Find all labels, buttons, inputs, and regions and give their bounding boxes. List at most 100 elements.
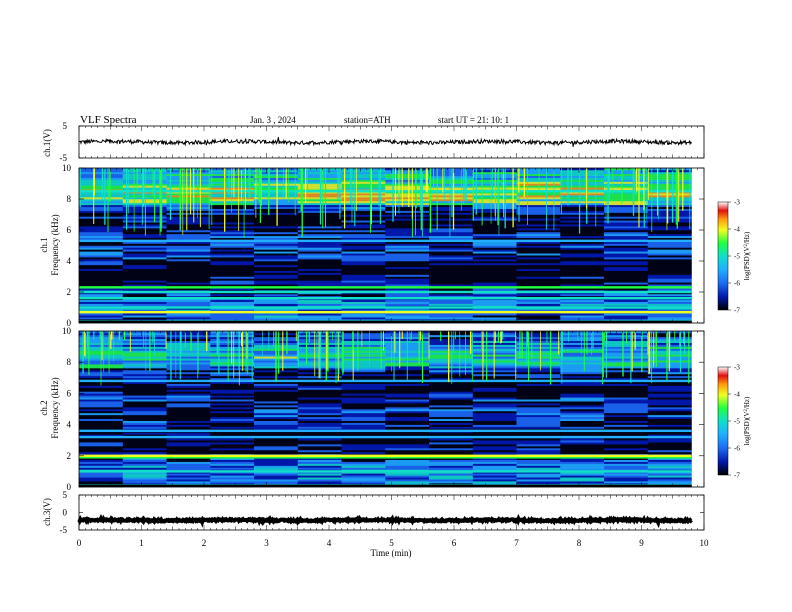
spec2-band: [79, 456, 692, 459]
spec2-cell: [210, 473, 255, 476]
spec1-cell: [122, 288, 167, 291]
spec1-cell: [297, 228, 342, 231]
spec2-cell: [516, 397, 561, 400]
spec1-cell: [254, 231, 299, 235]
spec1-cell: [604, 212, 649, 215]
spec2-cell: [210, 364, 255, 367]
spec2-cell: [472, 366, 517, 369]
spec2-cell: [297, 442, 342, 445]
spec1-cell: [341, 266, 386, 270]
spec1-cell: [254, 278, 299, 281]
spec2-cell: [210, 442, 255, 445]
spec2-cell: [516, 334, 561, 338]
spec2-cell: [122, 412, 167, 416]
spec2-cell: [560, 334, 605, 338]
spec1-cell: [166, 259, 211, 262]
spec2-cell: [341, 385, 386, 388]
spec1-cell: [516, 183, 561, 186]
spec1-cell: [429, 276, 474, 279]
spec2-cell: [385, 428, 430, 431]
spec1-cell: [122, 169, 167, 173]
spec1-cell: [122, 220, 167, 223]
spec2-cell: [210, 352, 255, 355]
spec2-cell: [297, 405, 342, 408]
spec2-cell: [341, 481, 386, 484]
spec1-cell: [429, 299, 474, 302]
spec1-cell: [647, 197, 692, 200]
spec2-cell: [166, 346, 211, 349]
spec2-band: [79, 470, 692, 473]
spec1-cell: [166, 280, 211, 283]
spec2-cell: [210, 360, 255, 363]
spec1-cell: [122, 226, 167, 229]
spec2-cell: [560, 373, 605, 377]
spec2-cell: [254, 426, 299, 429]
spec2-cell: [210, 371, 255, 375]
spec2-cell: [297, 463, 342, 466]
spec1-cell: [79, 317, 124, 320]
spec1-cell: [79, 204, 124, 208]
spec2-cell: [166, 370, 211, 373]
spec2-cell: [122, 342, 167, 345]
spec1-cell: [166, 214, 211, 217]
spec1-cell: [254, 202, 299, 206]
spec2-cell: [516, 420, 561, 423]
spec1-cell: [604, 266, 649, 270]
spec1-cell: [560, 230, 605, 233]
spec1-cell: [472, 214, 517, 217]
spec1-cell: [166, 168, 211, 171]
spec1-cell: [210, 295, 255, 299]
spec1-cell: [166, 309, 211, 312]
spec2-cell: [122, 424, 167, 427]
spec2-cell: [79, 440, 124, 443]
spec2-cell: [341, 354, 386, 357]
spec2-cell: [79, 387, 124, 390]
spec2-cell: [560, 360, 605, 363]
spec2-cell: [166, 407, 211, 410]
spec2-cell: [210, 346, 255, 349]
spec1-cell: [385, 169, 430, 173]
spec1-cell: [166, 197, 211, 200]
spec1-cell: [210, 303, 255, 306]
spec1-cell: [122, 315, 167, 318]
spec1-cell: [385, 220, 430, 223]
spec2-cell: [516, 461, 561, 464]
spec2-cell: [122, 438, 167, 441]
spec2-cell: [210, 385, 255, 388]
spec1-cell: [560, 212, 605, 215]
spec2-cell: [210, 440, 255, 443]
spec1-cell: [166, 231, 211, 235]
spec2-cell: [122, 385, 167, 388]
spec1-cell: [472, 220, 517, 223]
spec1-cell: [341, 228, 386, 231]
spec1-cell: [429, 233, 474, 237]
spec2-cell: [122, 422, 167, 425]
spec2-cell: [604, 356, 649, 359]
spec2-cell: [341, 410, 386, 414]
time-tick-label: 10: [700, 538, 710, 548]
spec1-cell: [254, 243, 299, 246]
spec2-cell: [122, 331, 167, 334]
spec1-cell: [560, 181, 605, 184]
spec2-cell: [79, 397, 124, 400]
spec1-cell: [79, 299, 124, 302]
spec1-cell: [472, 230, 517, 233]
spec2-cell: [166, 377, 211, 381]
spec1-cell: [341, 251, 386, 254]
spec2-cell: [472, 401, 517, 404]
spec1-cell: [166, 177, 211, 180]
spec2-cell: [429, 387, 474, 390]
spec2-cell: [79, 391, 124, 394]
spec1-cell: [429, 208, 474, 211]
spec2-cell: [297, 451, 342, 455]
spec1-cell: [166, 245, 211, 248]
spec2-cell: [647, 434, 692, 437]
spec1-cell: [647, 222, 692, 225]
spec2-cell: [516, 391, 561, 394]
spec2-cell: [429, 397, 474, 400]
ch3-ytick-label: 5: [63, 490, 68, 500]
spec1-cell: [385, 183, 430, 186]
spec1-cell: [341, 216, 386, 219]
spec2-cell: [429, 352, 474, 355]
ch1-trace: [78, 137, 692, 147]
